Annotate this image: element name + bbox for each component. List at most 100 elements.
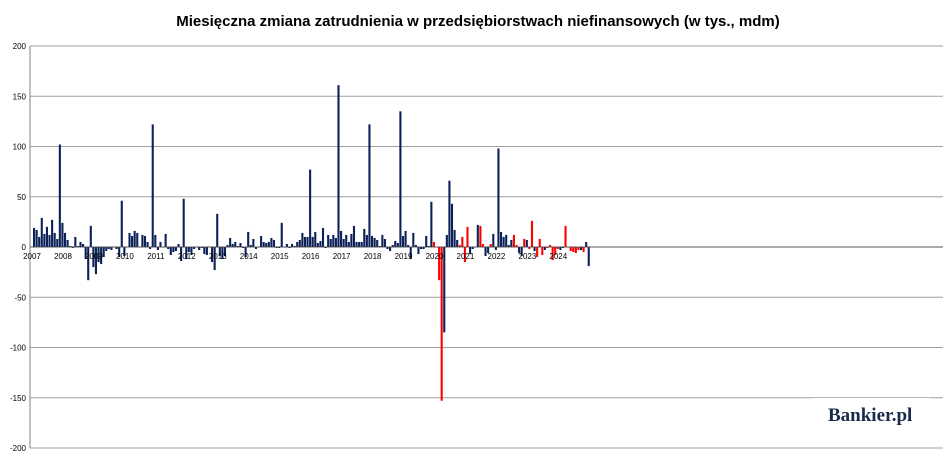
bar (244, 247, 247, 258)
bar (79, 241, 82, 247)
bar (272, 239, 276, 247)
bar (453, 229, 456, 247)
bar (102, 247, 105, 258)
bar (518, 247, 521, 254)
bar (417, 247, 420, 255)
bar (118, 247, 121, 258)
bar (203, 247, 206, 255)
bar (394, 240, 397, 247)
bar (376, 239, 379, 247)
bar (316, 242, 319, 247)
bar (66, 239, 69, 247)
bar (190, 247, 193, 256)
bar-series (33, 85, 590, 401)
bar (484, 247, 487, 257)
bar (585, 241, 588, 247)
bar (56, 238, 59, 247)
x-tick-label: 2019 (395, 252, 413, 261)
x-tick-label: 2010 (116, 252, 134, 261)
bar (373, 237, 376, 247)
bar (285, 243, 288, 247)
bar (156, 247, 159, 251)
bar (239, 242, 242, 247)
bar (530, 220, 534, 247)
bar (174, 247, 177, 252)
bar (358, 241, 361, 247)
bar (216, 213, 219, 247)
bar (528, 247, 531, 250)
bar (192, 247, 196, 250)
bar (347, 241, 350, 247)
x-tick-label: 2014 (240, 252, 258, 261)
bar (427, 246, 430, 247)
bar (414, 244, 417, 247)
bar (389, 247, 392, 252)
bar (236, 246, 239, 247)
bar (58, 144, 61, 247)
y-tick-label: 200 (13, 42, 27, 51)
bar (92, 247, 95, 268)
bar (267, 241, 270, 247)
bar (61, 222, 64, 247)
bar (293, 246, 296, 247)
bar (579, 247, 583, 251)
bar (352, 225, 356, 247)
bar (365, 234, 368, 247)
bar (538, 238, 541, 247)
bar (481, 243, 485, 247)
bar (422, 247, 425, 250)
bar (74, 236, 77, 247)
bar (360, 241, 363, 247)
bankier-logo: Bankier.pl (812, 398, 930, 430)
bar (445, 234, 448, 247)
x-tick-label: 2021 (457, 252, 475, 261)
y-tick-label: 150 (13, 92, 27, 101)
bar (425, 235, 428, 247)
bar (211, 247, 214, 263)
bar (143, 235, 147, 247)
y-tick-label: 50 (17, 193, 26, 202)
bar (448, 180, 451, 247)
bar (159, 241, 162, 247)
x-tick-label: 2013 (209, 252, 227, 261)
bar (386, 247, 389, 250)
bar (234, 241, 237, 247)
bar (275, 247, 278, 248)
bar (231, 243, 234, 247)
bar (303, 236, 306, 247)
bar (487, 247, 490, 254)
bar (383, 238, 386, 247)
bar (559, 247, 562, 251)
bar (561, 247, 564, 248)
bar (345, 234, 348, 247)
bar (456, 239, 459, 247)
bar (205, 247, 208, 256)
bar (536, 247, 539, 258)
bar (533, 247, 536, 252)
bar (399, 111, 402, 248)
bar (461, 236, 464, 247)
bar (368, 124, 371, 247)
bar (492, 233, 495, 247)
bar (334, 237, 337, 247)
bar (123, 247, 126, 257)
logo-suffix: .pl (892, 405, 913, 426)
bar (177, 243, 180, 247)
bar (564, 225, 567, 247)
bar (120, 200, 123, 247)
bar (574, 247, 577, 254)
bar (151, 124, 154, 247)
bar (569, 247, 572, 252)
bar (110, 247, 113, 251)
bar (40, 217, 43, 247)
bar (172, 247, 175, 253)
y-tick-label: -150 (10, 394, 27, 403)
bar (43, 233, 46, 247)
bar (128, 232, 131, 247)
bar (35, 229, 38, 247)
logo-text: Bankier.pl (828, 405, 912, 426)
bar (105, 247, 108, 252)
bar (327, 234, 330, 247)
bar (510, 239, 513, 247)
bar (280, 222, 283, 247)
